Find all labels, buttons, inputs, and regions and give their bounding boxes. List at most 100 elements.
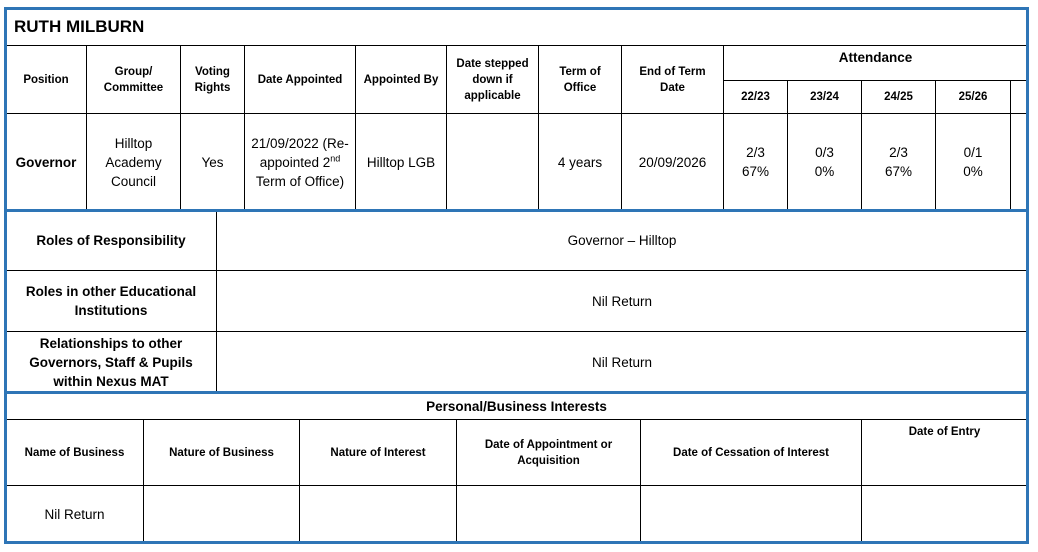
interest-header-content: Nature of Business [169,445,274,461]
attendance-header-cell: Attendance [723,45,1027,80]
term-of-office-content: 4 years [558,153,602,172]
interests-title-cell: Personal/Business Interests [5,392,1027,419]
interest-header: Nature of Interest [330,446,426,459]
position: Governor [15,154,77,170]
outer-border-bottom [4,541,1029,544]
column-header: Date stepped down if applicable [456,57,529,102]
role-value: Nil Return [591,354,653,370]
attendance-value: 67% [884,164,913,179]
interest-header-cell: Date of Appointment or Acquisition [456,419,640,485]
attendance-year: 22/23 [741,91,770,103]
attendance-year-cell: 24/25 [861,80,935,113]
role-label: Roles of Responsibility [36,233,186,248]
attendance-value-cell: 0/3 0% [787,113,861,210]
role-label-content: Relationships to other Governors, Staff … [18,334,204,391]
outer-border-right [1026,7,1029,544]
attendance-header-content: Attendance [839,50,913,66]
column-header: Date Appointed [257,73,343,86]
attendance-value: 0% [963,164,983,179]
role-value-content: Nil Return [592,353,652,372]
interest-header-content: Date of Appointment or Acquisition [477,437,620,469]
column-header-cell: Date stepped down if applicable [446,45,538,113]
attendance-value-cell: 2/3 67% [723,113,787,210]
interest-header-content: Name of Business [25,445,125,461]
role-value-cell: Governor – Hilltop [216,210,1027,270]
role-label-content: Roles of Responsibility [36,231,185,250]
role-value-cell: Nil Return [216,331,1027,392]
column-header-content: Group/ Committee [91,64,176,96]
end-of-term-cell: 20/09/2026 [621,113,723,210]
term-of-office: 4 years [557,154,603,170]
interest-header: Nature of Business [169,446,274,459]
column-header-cell: Voting Rights [180,45,244,113]
attendance-value: 0/1 [963,145,983,160]
attendance-value-content: 2/3 67% [742,143,769,181]
column-header-cell: Appointed By [355,45,446,113]
group-content: Hilltop Academy Council [91,134,176,191]
empty-cell [299,485,456,542]
term-of-office-cell: 4 years [538,113,621,210]
column-header: Position [23,73,69,86]
column-header-content: End of Term Date [626,64,719,96]
voting-rights-content: Yes [201,153,223,172]
empty-cell [1010,113,1027,210]
column-header: End of Term Date [639,65,706,94]
attendance-year-cell: 25/26 [935,80,1010,113]
date-appointed-text: Term of Office) [255,173,345,189]
group: Hilltop Academy Council [105,135,162,189]
column-header-cell: Term of Office [538,45,621,113]
interest-header-cell: Date of Cessation of Interest [640,419,861,485]
attendance-year-content: 24/25 [884,89,913,105]
section-divider [4,209,1029,212]
column-header: Appointed By [363,73,439,86]
outer-border-left [4,7,7,544]
attendance-year: 25/26 [958,91,988,103]
interest-header-cell: Name of Business [5,419,143,485]
attendance-year-content: 25/26 [959,89,988,105]
voting-rights-cell: Yes [180,113,244,210]
group-cell: Hilltop Academy Council [86,113,180,210]
role-label-cell: Roles in other Educational Institutions [5,270,216,331]
column-header-cell: Group/ Committee [86,45,180,113]
attendance-year-content: 22/23 [741,89,770,105]
column-header-content: Date Appointed [258,72,343,88]
date-appointed-text: 21/09/2022 (Re-appointed 2 [251,135,349,170]
interest-header: Date of Entry [908,426,981,438]
interest-header: Date of Cessation of Interest [673,446,829,459]
column-header-content: Voting Rights [185,64,240,96]
attendance-year-cell: 23/24 [787,80,861,113]
role-value: Nil Return [591,293,653,309]
attendance-header: Attendance [838,50,913,65]
appointed-by: Hilltop LGB [366,154,436,170]
role-label-cell: Relationships to other Governors, Staff … [5,331,216,392]
voting-rights: Yes [201,154,224,170]
attendance-value: 67% [741,164,770,179]
empty-cell [456,485,640,542]
attendance-year: 23/24 [810,91,839,103]
interest-header: Date of Appointment or Acquisition [484,438,613,467]
end-of-term: 20/09/2026 [638,154,707,170]
superscript: nd [330,153,341,163]
role-value-content: Governor – Hilltop [568,231,677,250]
interest-header-content: Nature of Interest [330,445,425,461]
role-label: Relationships to other Governors, Staff … [29,335,193,389]
attendance-value-content: 0/1 0% [963,143,983,181]
role-value-cell: Nil Return [216,270,1027,331]
attendance-year: 24/25 [884,91,913,103]
interest-header-cell: Nature of Interest [299,419,456,485]
appointed-by-cell: Hilltop LGB [355,113,446,210]
column-header-cell: End of Term Date [621,45,723,113]
attendance-value-content: 0/3 0% [815,143,835,181]
date-appointed-cell: 21/09/2022 (Re-appointed 2nd Term of Off… [244,113,355,210]
column-header: Term of Office [559,65,601,94]
title-cell: RUTH MILBURN [5,8,1027,45]
column-header: Group/ Committee [103,65,164,94]
interest-header-cell: Nature of Business [143,419,299,485]
end-of-term-content: 20/09/2026 [639,153,707,172]
position-cell: Governor [5,113,86,210]
attendance-value: 0/3 [815,145,834,160]
interest-value-cell: Nil Return [5,485,143,542]
column-header-content: Term of Office [543,64,617,96]
interests-title-content: Personal/Business Interests [426,397,607,416]
